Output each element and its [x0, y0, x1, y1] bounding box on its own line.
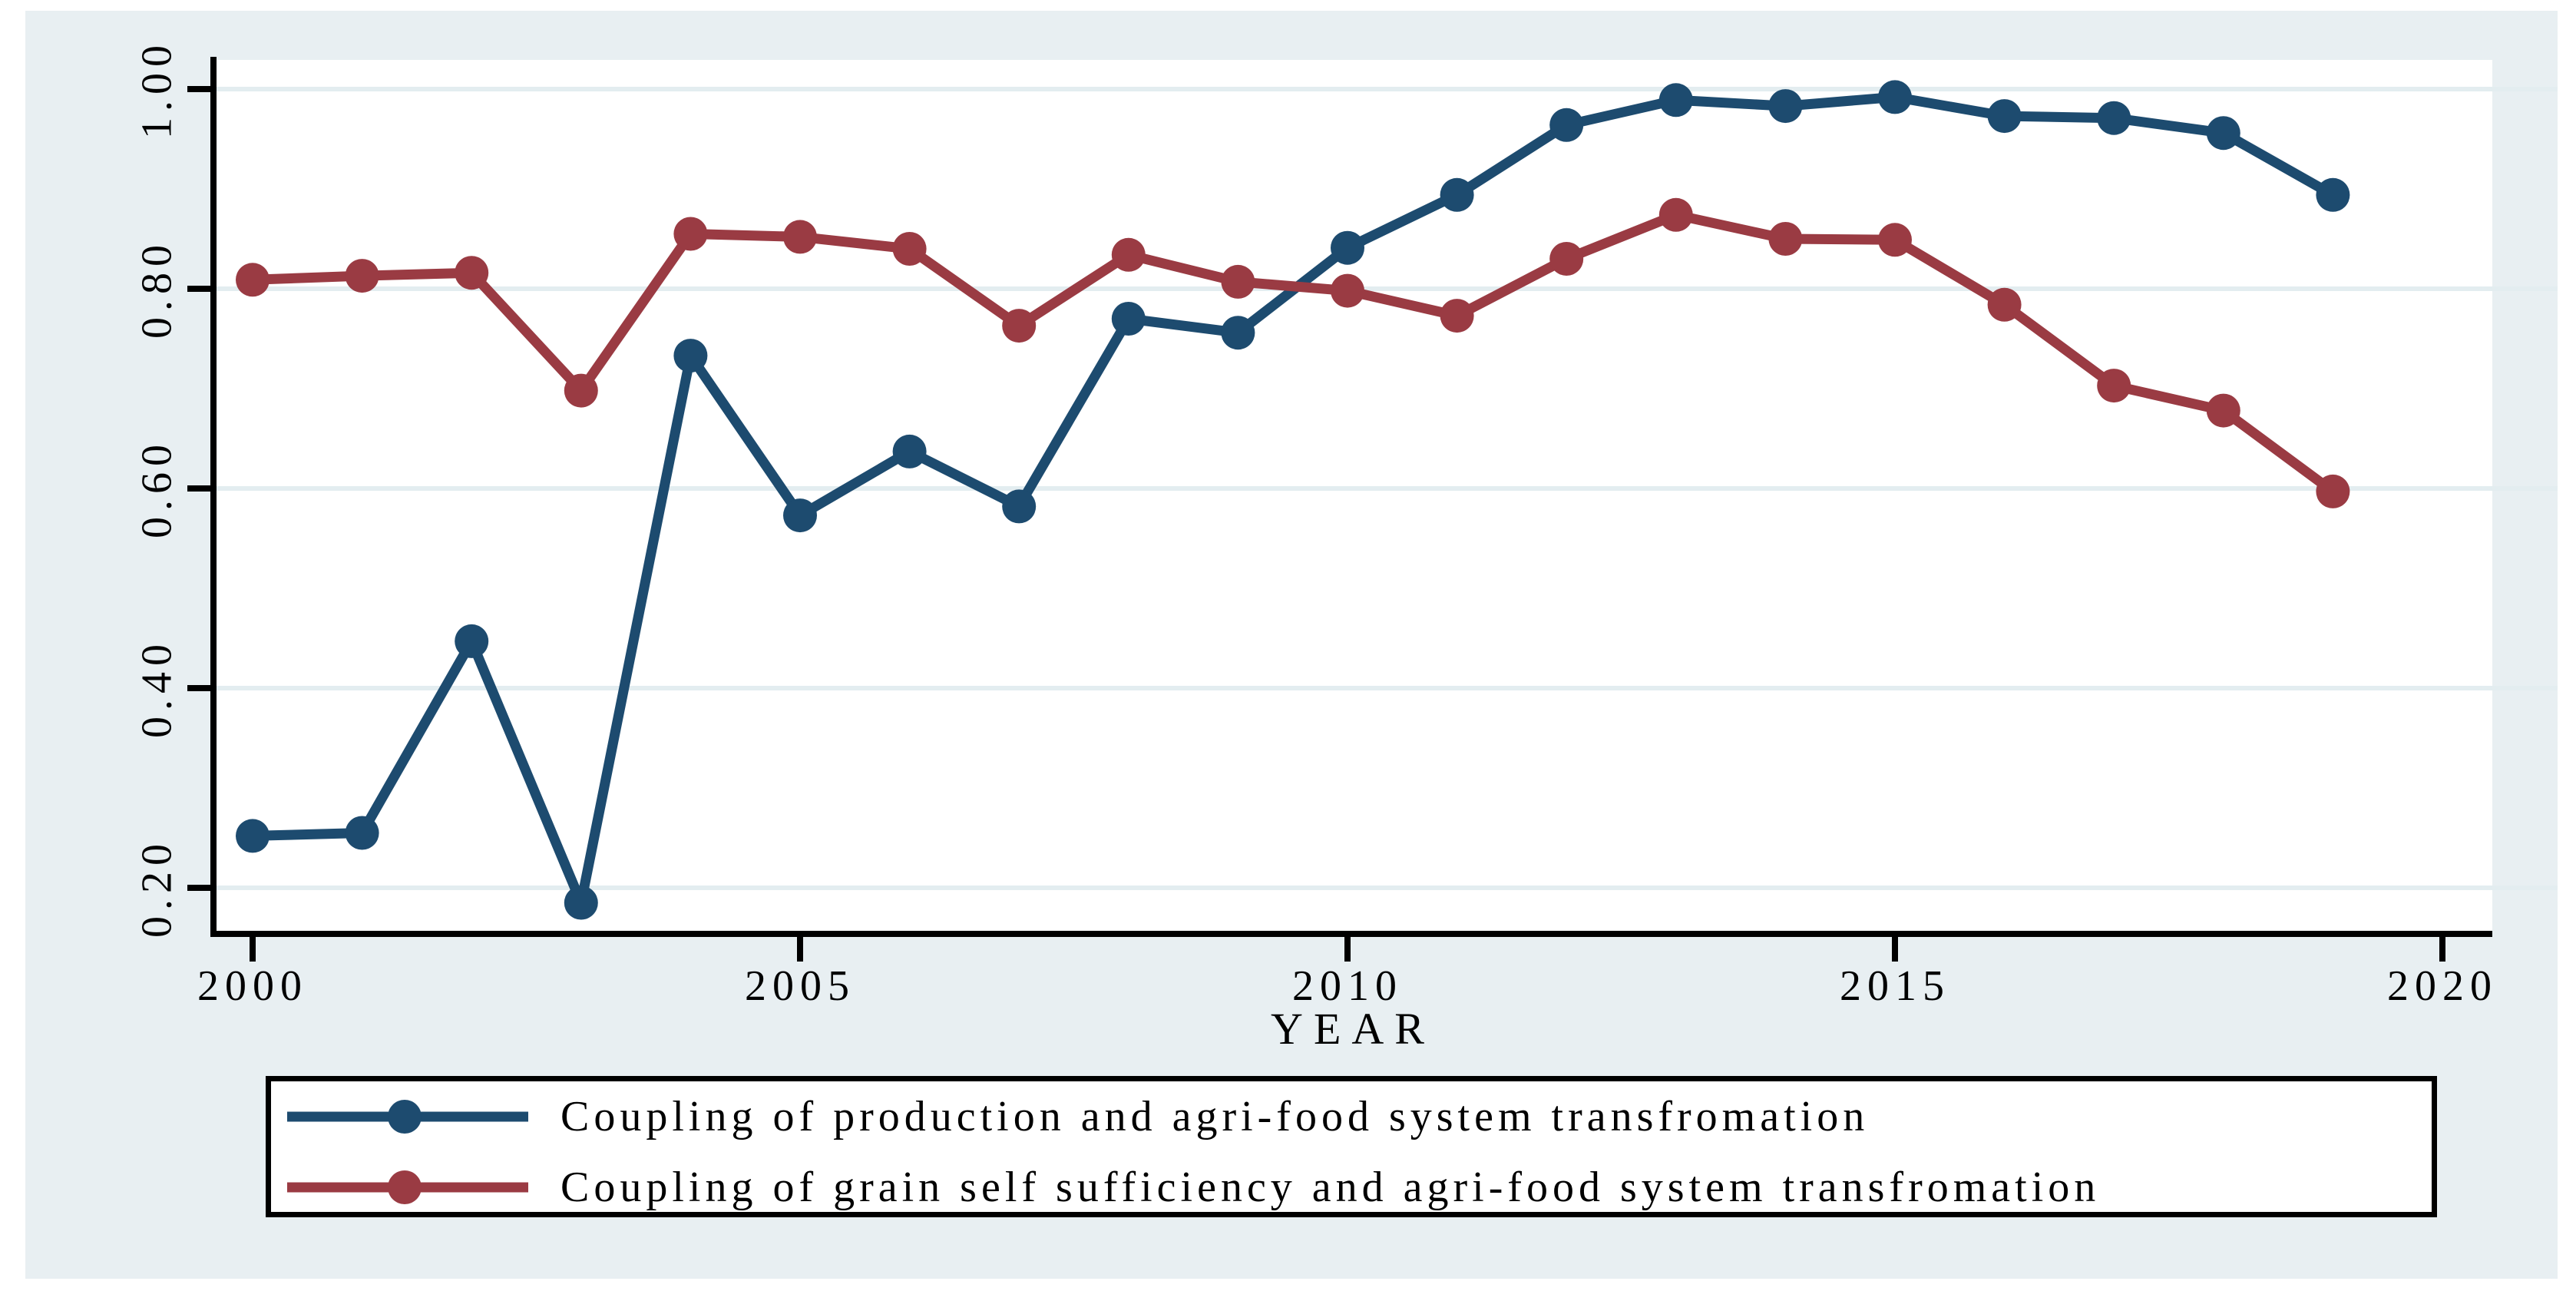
- data-point: [1658, 197, 1693, 232]
- legend: Coupling of production and agri-food sys…: [266, 1076, 2437, 1217]
- legend-label-grain-self-sufficiency: Coupling of grain self sufficiency and a…: [561, 1164, 2101, 1211]
- legend-sample-marker-0: [388, 1100, 422, 1134]
- data-point: [1768, 222, 1803, 256]
- data-point: [783, 220, 817, 254]
- data-point: [1002, 489, 1037, 524]
- data-point: [564, 373, 598, 408]
- y-tick-label: 0.40: [134, 638, 181, 738]
- y-tick-label: 0.20: [134, 838, 181, 938]
- data-point: [1768, 89, 1803, 124]
- data-point: [345, 259, 379, 293]
- data-point: [1221, 264, 1255, 299]
- y-tick-label: 1.00: [134, 39, 181, 139]
- data-point: [2206, 393, 2240, 428]
- legend-sample-marker-1: [388, 1170, 422, 1204]
- legend-line-marker-production-icon: [287, 1100, 528, 1134]
- data-point: [1987, 287, 2022, 322]
- data-point: [455, 256, 489, 290]
- data-point: [1440, 299, 1474, 333]
- legend-item-grain-self-sufficiency: Coupling of grain self sufficiency and a…: [287, 1152, 2432, 1223]
- data-point: [2206, 116, 2240, 151]
- data-point: [1221, 316, 1255, 350]
- data-point: [1331, 273, 1364, 308]
- data-point: [892, 232, 927, 266]
- data-point: [1658, 83, 1693, 118]
- data-point: [673, 339, 708, 373]
- data-point: [564, 886, 598, 920]
- x-tick-label: 2000: [197, 962, 308, 1010]
- data-point: [1111, 237, 1146, 272]
- data-point: [1111, 302, 1146, 336]
- x-tick-label: 2005: [745, 962, 855, 1010]
- y-tick-label: 0.80: [134, 239, 181, 339]
- plot-area: [213, 60, 2492, 934]
- data-point: [236, 263, 270, 297]
- data-point: [236, 819, 270, 853]
- y-tick-label: 0.60: [134, 439, 181, 538]
- x-axis-title: YEAR: [1271, 1004, 1435, 1054]
- data-point: [783, 498, 817, 533]
- data-point: [1440, 177, 1474, 212]
- data-point: [2316, 177, 2350, 212]
- data-point: [345, 816, 379, 850]
- data-point: [673, 217, 708, 251]
- data-point: [1002, 309, 1037, 343]
- data-point: [2316, 474, 2350, 508]
- data-point: [455, 624, 489, 658]
- legend-line-marker-grain-icon: [287, 1170, 528, 1204]
- x-tick-label: 2010: [1292, 962, 1403, 1010]
- data-point: [1878, 80, 1912, 114]
- data-point: [1987, 99, 2022, 134]
- series-line-1: [252, 210, 2336, 496]
- legend-item-production: Coupling of production and agri-food sys…: [287, 1081, 2432, 1152]
- x-tick-label: 2020: [2387, 962, 2498, 1010]
- data-point: [1331, 230, 1364, 265]
- data-point: [892, 434, 927, 468]
- data-point: [2097, 369, 2131, 403]
- data-point: [2097, 101, 2131, 135]
- legend-label-production: Coupling of production and agri-food sys…: [561, 1093, 1870, 1140]
- x-tick-label: 2015: [1840, 962, 1950, 1010]
- data-point: [1549, 242, 1584, 276]
- data-point: [1878, 223, 1912, 257]
- data-point: [1549, 108, 1584, 142]
